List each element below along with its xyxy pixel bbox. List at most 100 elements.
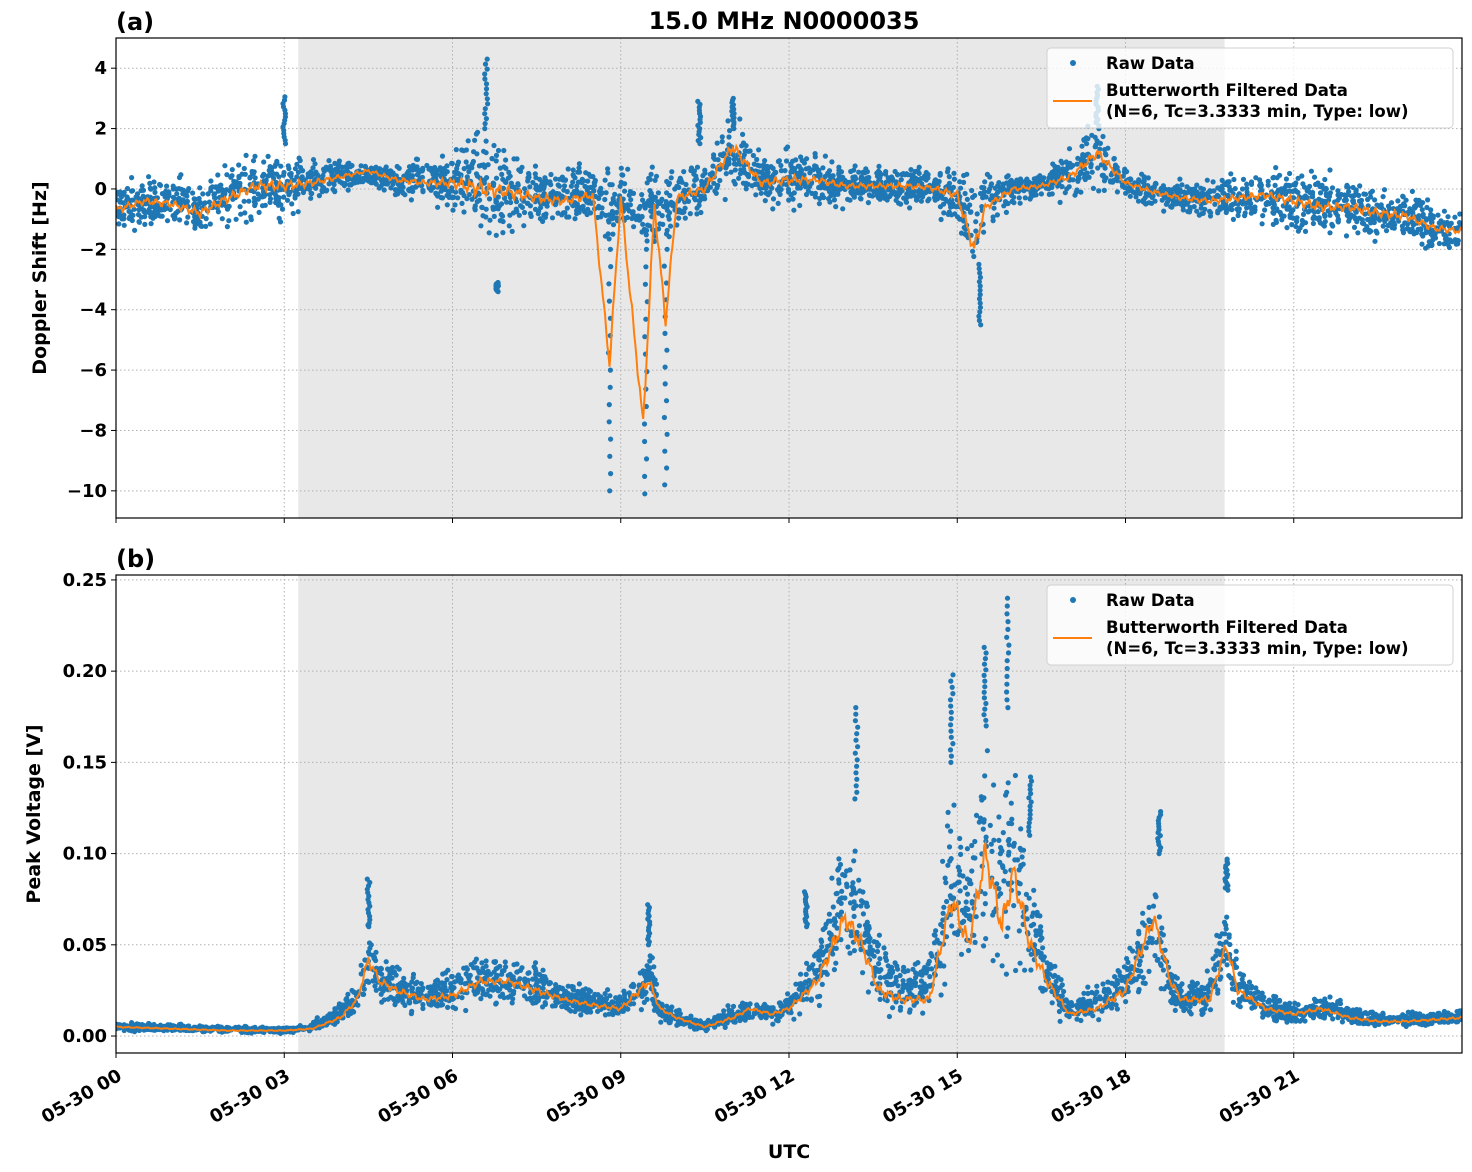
raw-data-point [130, 188, 136, 194]
raw-data-point [860, 176, 867, 182]
raw-data-point [1235, 212, 1241, 219]
raw-data-point [1380, 194, 1386, 200]
raw-data-point [136, 207, 142, 213]
y-tick-label: −4 [79, 300, 107, 321]
raw-data-point [758, 1015, 764, 1021]
raw-data-point [652, 177, 658, 183]
raw-data-point [487, 993, 493, 999]
raw-data-point [1277, 998, 1283, 1004]
raw-data-point [251, 169, 257, 175]
raw-data-point [522, 186, 528, 192]
raw-data-point [1335, 188, 1341, 194]
raw-data-point [1286, 204, 1292, 210]
raw-data-point [323, 188, 329, 194]
raw-data-point [812, 194, 819, 200]
raw-data-point [143, 209, 149, 215]
raw-data-point [139, 183, 145, 189]
raw-data-point [298, 185, 304, 191]
raw-data-point [562, 177, 568, 183]
raw-data-point [491, 213, 497, 219]
raw-data-point [800, 172, 806, 178]
raw-data-point [646, 223, 653, 229]
raw-data-point [1219, 183, 1225, 189]
raw-data-point [977, 304, 984, 311]
raw-data-point [1425, 197, 1431, 203]
raw-data-point [482, 106, 488, 112]
raw-data-point [648, 171, 654, 177]
raw-data-point [666, 216, 672, 222]
raw-data-point [977, 292, 983, 298]
raw-data-point [983, 936, 989, 942]
raw-data-point [835, 189, 841, 195]
raw-data-point [646, 202, 653, 208]
raw-data-point [653, 981, 660, 987]
raw-data-point [1169, 204, 1175, 210]
raw-data-point [617, 183, 623, 189]
raw-data-point [1300, 195, 1307, 201]
raw-data-point [1100, 172, 1106, 178]
raw-data-point [892, 168, 898, 175]
raw-data-point [509, 228, 515, 234]
raw-data-point [116, 221, 122, 227]
raw-data-point [642, 334, 648, 340]
raw-data-point [853, 176, 859, 182]
raw-data-point [381, 187, 387, 193]
raw-data-point [1271, 174, 1277, 180]
raw-data-point [1441, 232, 1447, 238]
raw-data-point [1428, 207, 1434, 213]
raw-data-point [888, 192, 894, 198]
raw-data-point [121, 189, 127, 195]
raw-data-point [942, 875, 948, 881]
raw-data-point [1311, 209, 1317, 215]
raw-data-point [1295, 1002, 1301, 1008]
raw-data-point [565, 983, 571, 989]
raw-data-point [483, 150, 489, 156]
raw-data-point [227, 188, 233, 194]
raw-data-point [741, 166, 747, 173]
raw-data-point [875, 188, 882, 194]
raw-data-point [1018, 847, 1024, 853]
raw-data-point [1249, 207, 1255, 213]
raw-data-point [1329, 185, 1336, 191]
raw-data-point [439, 195, 446, 201]
raw-data-point [474, 173, 481, 179]
raw-data-point [622, 181, 628, 187]
raw-data-point [662, 448, 668, 454]
raw-data-point [1343, 233, 1350, 239]
raw-data-point [148, 214, 154, 220]
raw-data-point [284, 197, 291, 203]
raw-data-point [568, 183, 575, 189]
raw-data-point [1084, 141, 1090, 147]
raw-data-point [229, 167, 235, 173]
raw-data-point [1049, 191, 1055, 197]
raw-data-point [1187, 186, 1193, 192]
raw-data-point [455, 159, 462, 165]
raw-data-point [241, 198, 247, 204]
raw-data-point [838, 900, 844, 907]
raw-data-point [1006, 849, 1012, 855]
raw-data-point [251, 195, 257, 201]
raw-data-point [383, 959, 389, 965]
raw-data-point [575, 179, 582, 185]
raw-data-point [740, 140, 747, 146]
raw-data-point [643, 316, 649, 322]
raw-data-point [392, 192, 398, 198]
raw-data-point [499, 171, 505, 177]
raw-data-point [409, 979, 415, 985]
raw-data-point [682, 215, 688, 221]
raw-data-point [782, 168, 788, 174]
raw-data-point [184, 220, 190, 226]
raw-data-point [1346, 218, 1352, 224]
raw-data-point [280, 172, 287, 178]
raw-data-point [816, 201, 823, 207]
raw-data-point [1095, 165, 1101, 171]
raw-data-point [1171, 200, 1177, 207]
raw-data-point [1016, 195, 1022, 201]
raw-data-point [758, 190, 764, 196]
raw-data-point [1139, 171, 1145, 177]
raw-data-point [820, 165, 826, 171]
raw-data-point [803, 191, 810, 198]
raw-data-point [969, 899, 975, 905]
raw-data-point [598, 185, 604, 191]
raw-data-point [266, 167, 272, 173]
